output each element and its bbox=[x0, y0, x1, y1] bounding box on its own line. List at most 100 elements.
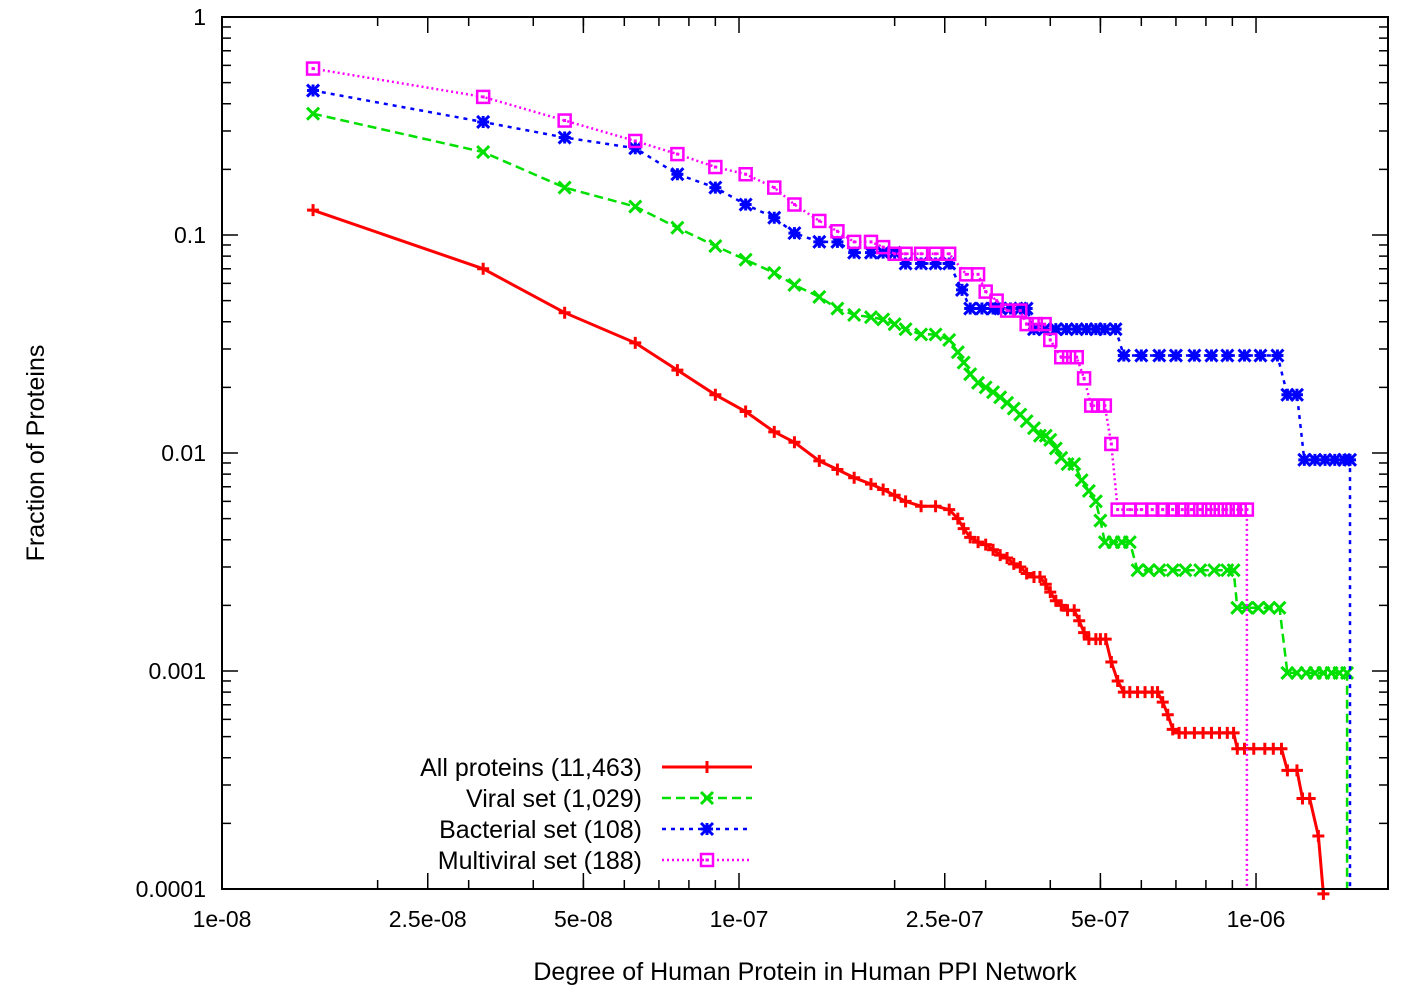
data-point bbox=[305, 106, 321, 121]
data-point bbox=[943, 503, 956, 516]
data-point bbox=[1007, 557, 1020, 570]
data-point bbox=[1192, 502, 1208, 517]
data-point bbox=[629, 336, 642, 349]
data-point bbox=[1175, 502, 1190, 517]
data-point bbox=[1275, 742, 1288, 755]
data-point bbox=[1099, 633, 1112, 646]
data-point bbox=[1076, 371, 1092, 386]
data-point bbox=[812, 234, 827, 249]
data-point bbox=[1122, 502, 1138, 517]
y-tick-label: 0.1 bbox=[174, 222, 206, 248]
data-point bbox=[1013, 303, 1028, 318]
data-point bbox=[970, 267, 986, 282]
data-point bbox=[951, 512, 964, 525]
data-point bbox=[956, 355, 971, 370]
y-axis-title: Fraction of Proteins bbox=[22, 345, 50, 562]
data-point bbox=[1327, 452, 1342, 467]
data-point bbox=[928, 327, 943, 342]
plot-frame bbox=[221, 16, 1389, 890]
data-point bbox=[915, 500, 928, 513]
data-point bbox=[1209, 502, 1225, 517]
data-point bbox=[1122, 535, 1137, 550]
data-point bbox=[1055, 599, 1068, 612]
series-0 bbox=[307, 204, 1330, 900]
data-point bbox=[738, 252, 753, 267]
data-point bbox=[1226, 563, 1241, 578]
data-point bbox=[987, 543, 1000, 556]
data-point bbox=[307, 204, 320, 217]
data-point bbox=[1141, 563, 1156, 578]
y-tick-label: 1 bbox=[193, 4, 206, 30]
data-point bbox=[1217, 502, 1233, 517]
data-point bbox=[1033, 570, 1046, 583]
data-point bbox=[1270, 348, 1285, 363]
data-point bbox=[628, 141, 643, 156]
data-point bbox=[1253, 348, 1268, 363]
legend-marker bbox=[699, 821, 715, 837]
data-point bbox=[1303, 792, 1316, 805]
data-point bbox=[848, 471, 861, 484]
data-point bbox=[1145, 502, 1160, 517]
data-point bbox=[476, 145, 491, 160]
data-point bbox=[1097, 398, 1113, 413]
data-point bbox=[1251, 600, 1266, 615]
data-point bbox=[863, 245, 879, 260]
data-point bbox=[964, 531, 977, 544]
data-point bbox=[847, 307, 862, 322]
data-point bbox=[1161, 708, 1174, 721]
data-point bbox=[942, 256, 957, 271]
data-point bbox=[929, 500, 942, 513]
data-point bbox=[1068, 604, 1081, 617]
legend-label: Multiviral set (188) bbox=[438, 847, 642, 875]
data-point bbox=[928, 256, 943, 271]
data-point bbox=[738, 197, 753, 212]
data-point bbox=[1003, 301, 1018, 316]
x-tick-label: 2.5e-08 bbox=[389, 906, 467, 932]
data-point bbox=[708, 180, 723, 195]
data-point bbox=[876, 312, 891, 327]
data-point bbox=[1116, 348, 1131, 363]
data-point bbox=[1237, 348, 1252, 363]
data-point bbox=[888, 489, 901, 502]
data-point bbox=[738, 166, 753, 182]
data-point bbox=[877, 483, 890, 496]
data-point bbox=[864, 478, 877, 491]
data-point bbox=[305, 61, 321, 76]
data-point bbox=[708, 159, 723, 175]
data-point bbox=[830, 301, 845, 316]
data-point bbox=[708, 238, 723, 254]
data-point bbox=[787, 226, 802, 241]
series-1 bbox=[305, 106, 1355, 889]
data-point bbox=[887, 317, 902, 332]
data-point bbox=[1020, 567, 1033, 580]
data-point bbox=[1312, 830, 1325, 843]
x-tick-label: 5e-07 bbox=[1071, 906, 1130, 932]
data-point bbox=[1079, 322, 1094, 337]
data-point bbox=[985, 301, 1001, 316]
x-tick-label: 1e-06 bbox=[1227, 906, 1286, 932]
data-point bbox=[863, 310, 879, 325]
data-point bbox=[898, 322, 913, 337]
data-point bbox=[739, 405, 752, 418]
data-point bbox=[914, 256, 929, 271]
x-axis-title: Degree of Human Protein in Human PPI Net… bbox=[533, 958, 1077, 986]
data-point bbox=[1061, 349, 1077, 365]
data-point bbox=[1134, 348, 1149, 363]
data-point bbox=[1204, 348, 1219, 363]
data-point bbox=[1028, 316, 1044, 332]
data-point bbox=[812, 213, 827, 229]
data-point bbox=[1108, 322, 1123, 337]
data-point bbox=[974, 301, 989, 316]
data-point bbox=[768, 425, 781, 438]
data-point bbox=[813, 454, 826, 467]
data-point bbox=[846, 234, 862, 250]
data-point bbox=[1187, 348, 1202, 363]
x-tick-label: 1e-08 bbox=[193, 906, 252, 932]
data-point bbox=[812, 289, 827, 304]
data-point bbox=[847, 245, 862, 260]
data-point bbox=[788, 436, 801, 449]
data-point bbox=[1043, 432, 1058, 447]
data-point bbox=[671, 364, 684, 377]
data-point bbox=[1272, 600, 1287, 615]
